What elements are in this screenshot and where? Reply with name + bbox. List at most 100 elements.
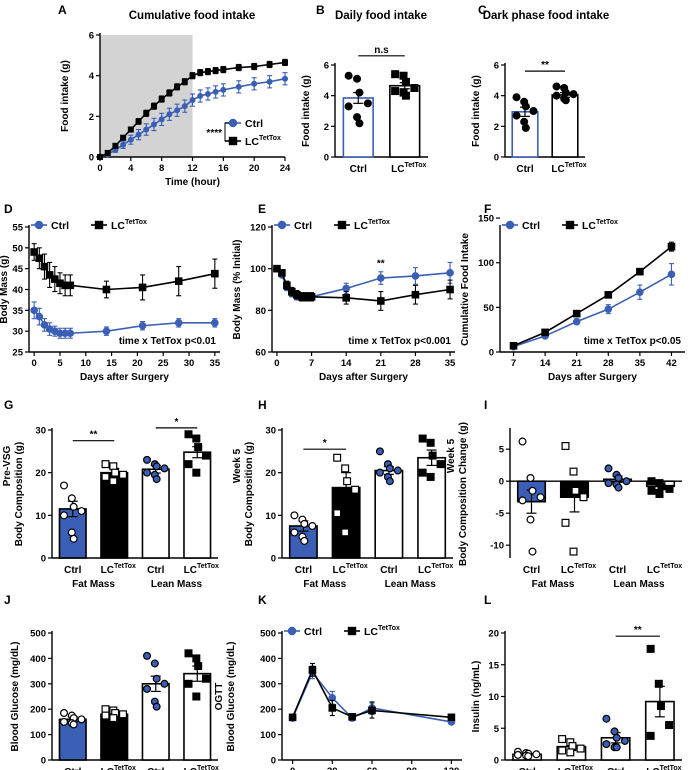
legend-label-main: LC [245,136,259,148]
legend-label-sup: TetTox [378,625,400,632]
panel-label: A [58,3,67,17]
category-label-main: LC [418,565,431,576]
legend-swatch-marker [94,220,104,230]
y-axis-label-secondary: OGTT [214,683,225,711]
data-point [561,442,570,451]
comparison-label: * [175,417,179,428]
y-tick-label: 25 [12,348,23,359]
data-point [333,509,342,518]
data-point [138,283,147,292]
y-tick-label: 50 [483,303,494,314]
bar-group-1: LCTetTox [551,82,587,175]
data-point [428,451,437,460]
data-point [160,679,169,688]
data-point [418,434,427,443]
bar [551,94,579,158]
data-point [152,702,161,711]
y-axis-label-secondary: Week 5 [232,448,243,483]
data-point [189,97,196,104]
y-tick-label: 400 [260,654,276,665]
bar-group-3: LCTetTox [183,649,219,770]
data-point [636,288,644,296]
bar [183,672,212,761]
data-point [127,126,134,133]
legend-swatch-marker [277,220,287,230]
y-tick-label: 40 [12,285,23,296]
data-point [135,131,142,138]
category-label: Ctrl [350,164,367,175]
data-point [561,518,570,527]
data-point [174,83,181,90]
data-point [561,96,570,105]
legend-swatch-marker [505,220,515,230]
legend-label-sup: TetTox [368,219,390,226]
data-point [60,511,69,520]
x-tick-label: 14 [341,358,352,369]
y-tick-label: 0 [41,554,46,565]
category-label-main: LC [551,164,564,175]
category-label: Ctrl [64,767,81,770]
data-point [647,477,656,486]
data-point [30,306,38,315]
data-point [344,102,353,111]
category-label-sup: TetTox [114,563,136,570]
panel-j: J0100200300400500CtrlLCTetToxCtrlLCTetTo… [4,593,219,770]
data-point [541,328,549,337]
point-significance: ** [377,259,385,270]
data-point [513,750,522,759]
data-point [51,275,59,283]
data-point [184,430,193,439]
y-tick-label: 2 [324,122,329,133]
y-tick-label: 10 [35,511,46,522]
comparison-label: * [323,438,327,449]
y-tick-label: 300 [30,679,46,690]
y-axis-label: Body Composition (g) [244,442,255,546]
data-point [353,74,362,83]
y-axis-label: Body Composition Change (g) [458,422,469,566]
data-point [426,438,435,447]
panel-label: G [4,398,13,412]
data-point [266,61,273,68]
category-label: LCTetTox [558,765,593,770]
data-point [197,92,204,99]
data-point [96,154,103,161]
y-axis-label: Body Mass (g) [0,255,10,323]
data-point [69,534,78,543]
panel-label: L [484,593,491,607]
x-tick-label: 14 [540,358,551,369]
legend: Ctrl LCTetTox **** [206,118,281,148]
data-point [143,468,152,477]
bar-group-2: Ctrl [141,455,170,576]
data-point [612,733,621,742]
group-label: Lean Mass [385,579,437,590]
data-point [655,490,664,499]
y-tick-label: -5 [496,509,505,520]
data-point [235,64,242,71]
category-label-main: Ctrl [519,767,536,770]
x-axis-label: Days after Surgery [319,372,408,383]
panel-d: D 25 30 35 40 45 50 55 0 5 10 15 20 25 30 35 Days after … [0,202,221,383]
bar [374,469,404,559]
data-point [101,711,110,720]
category-label: LCTetTox [184,563,219,576]
category-label-main: LC [558,767,571,770]
data-point [665,721,674,730]
panel-f: F 0 50 100 150 7 14 21 28 35 42 Days after Surgery C… [460,202,685,383]
data-point [102,327,111,335]
y-axis-label: Insulin (ng/mL) [471,661,482,733]
bar-group-1: LCTetTox [100,460,136,576]
data-point [194,443,203,452]
data-point [446,269,454,277]
data-point [512,93,521,102]
y-tick-label: -10 [490,541,504,552]
data-point [532,750,541,759]
category-label: Ctrl [607,767,624,770]
data-point [201,451,210,460]
data-point [150,121,157,128]
data-point [35,312,44,321]
legend: Ctrl LCTetTox [502,219,618,232]
x-tick-label: 7 [511,358,516,369]
data-point [282,75,289,82]
x-tick-label: 0 [290,766,295,770]
